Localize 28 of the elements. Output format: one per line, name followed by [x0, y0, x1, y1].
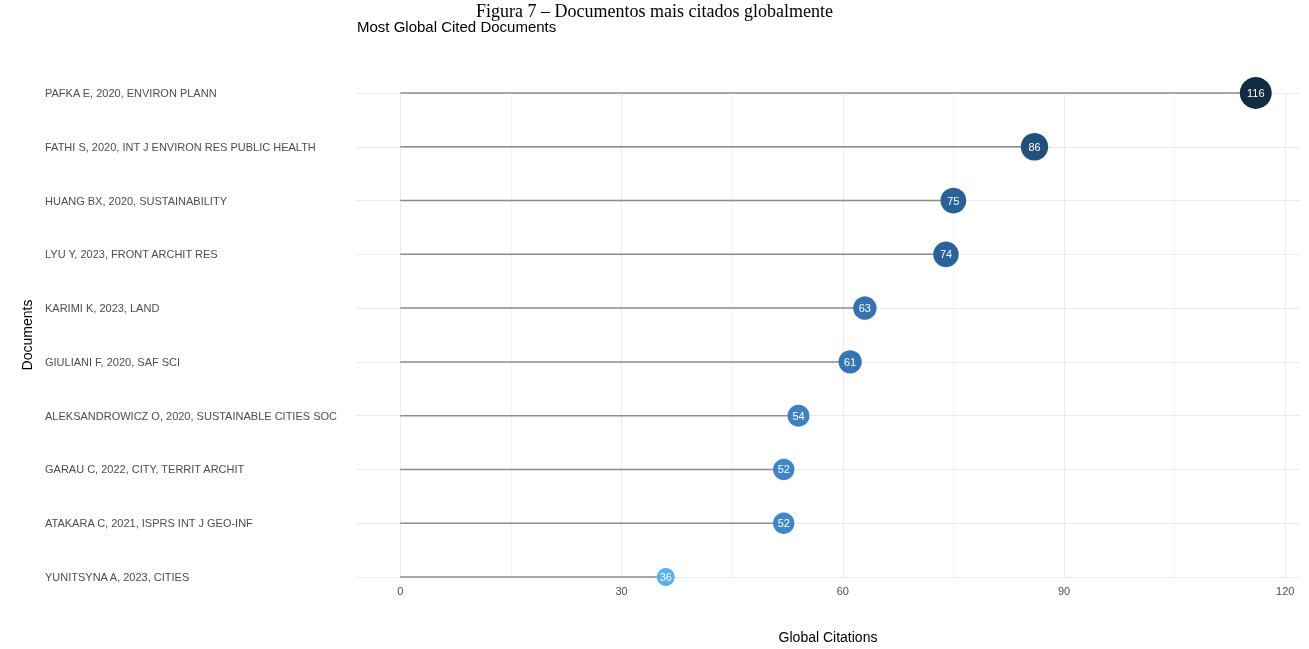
data-label: 116 — [1246, 87, 1265, 99]
data-label: 86 — [1028, 140, 1041, 153]
y-tick-label: HUANG BX, 2020, SUSTAINABILITY — [45, 194, 228, 207]
text: Figura 7 – Documentos mais citados globalmente — [476, 1, 833, 21]
y-axis-title: Documents — [19, 299, 36, 371]
y-tick-label: PAFKA E, 2020, ENVIRON PLANN — [45, 87, 217, 99]
x-axis-title: Global Citations — [778, 629, 878, 645]
y-tick-label: FATHI S, 2020, INT J ENVIRON RES PUBLIC HEALTH — [45, 140, 316, 153]
data-label: 36 — [659, 571, 672, 583]
x-tick-label: 30 — [615, 584, 628, 597]
data-label: 52 — [777, 463, 790, 476]
data-label: 74 — [939, 248, 953, 261]
data-label: 61 — [844, 355, 857, 368]
y-tick-label: ATAKARA C, 2021, ISPRS INT J GEO-INF — [45, 517, 254, 530]
data-label: 75 — [947, 194, 960, 207]
y-tick-label: ALEKSANDROWICZ O, 2020, SUSTAINABLE CITIES SOC — [45, 409, 338, 422]
y-tick-label: YUNITSYNA A, 2023, CITIES — [45, 571, 190, 583]
y-tick-label: LYU Y, 2023, FRONT ARCHIT RES — [45, 248, 218, 261]
x-tick-label: 90 — [1057, 584, 1071, 597]
data-label: 63 — [858, 302, 871, 315]
y-tick-label: GIULIANI F, 2020, SAF SCI — [45, 355, 181, 368]
x-tick-label: 120 — [1276, 584, 1295, 597]
data-label: 54 — [792, 409, 805, 422]
x-tick-label: 60 — [836, 584, 849, 597]
x-tick-label: 0 — [397, 584, 404, 597]
data-label: 52 — [777, 517, 790, 530]
y-tick-label: KARIMI K, 2023, LAND — [45, 302, 160, 315]
y-tick-label: GARAU C, 2022, CITY, TERRIT ARCHIT — [45, 463, 245, 476]
